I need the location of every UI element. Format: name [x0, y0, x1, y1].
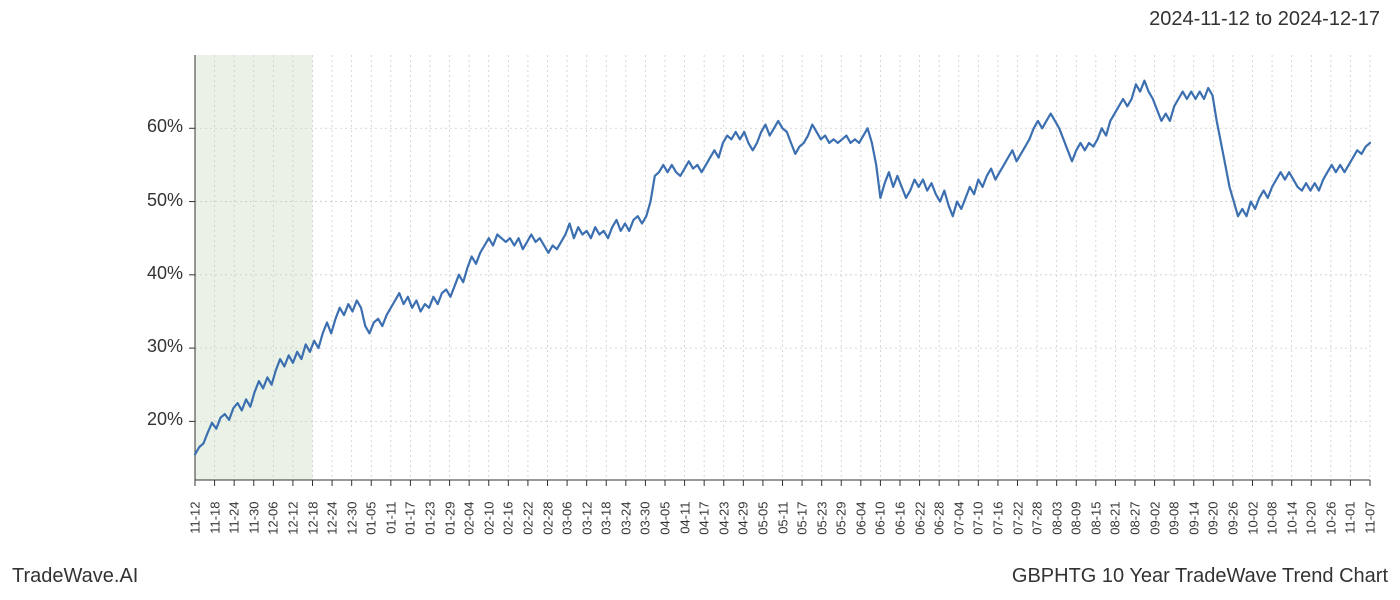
x-tick-label: 05-23: [814, 502, 829, 552]
x-tick-label: 11-07: [1363, 502, 1378, 552]
x-tick-label: 12-12: [285, 502, 300, 552]
x-tick-label: 02-04: [462, 502, 477, 552]
y-tick-label: 40%: [135, 263, 183, 284]
x-tick-label: 02-22: [520, 502, 535, 552]
x-tick-label: 12-30: [344, 502, 359, 552]
x-tick-label: 07-04: [951, 502, 966, 552]
x-tick-label: 06-10: [873, 502, 888, 552]
x-tick-label: 01-17: [403, 502, 418, 552]
x-tick-label: 04-23: [716, 502, 731, 552]
x-tick-label: 12-24: [325, 502, 340, 552]
x-tick-label: 09-08: [1167, 502, 1182, 552]
x-tick-label: 11-24: [227, 502, 242, 552]
x-tick-label: 05-11: [775, 502, 790, 552]
y-tick-label: 50%: [135, 190, 183, 211]
x-tick-label: 03-30: [638, 502, 653, 552]
x-tick-label: 09-14: [1186, 502, 1201, 552]
x-tick-label: 06-22: [912, 502, 927, 552]
x-tick-label: 10-02: [1245, 502, 1260, 552]
x-tick-label: 05-05: [755, 502, 770, 552]
x-tick-label: 04-05: [658, 502, 673, 552]
y-tick-label: 60%: [135, 116, 183, 137]
x-tick-label: 12-18: [305, 502, 320, 552]
x-tick-label: 10-26: [1323, 502, 1338, 552]
x-tick-label: 08-15: [1088, 502, 1103, 552]
x-tick-label: 11-01: [1343, 502, 1358, 552]
x-tick-label: 06-28: [932, 502, 947, 552]
x-tick-label: 05-29: [834, 502, 849, 552]
x-tick-label: 08-27: [1128, 502, 1143, 552]
x-tick-label: 11-30: [246, 502, 261, 552]
x-tick-label: 07-28: [1030, 502, 1045, 552]
x-tick-label: 05-17: [795, 502, 810, 552]
x-tick-label: 12-06: [266, 502, 281, 552]
x-tick-label: 07-10: [971, 502, 986, 552]
x-tick-label: 08-21: [1108, 502, 1123, 552]
x-tick-label: 01-05: [364, 502, 379, 552]
x-tick-label: 06-04: [853, 502, 868, 552]
x-tick-label: 06-16: [893, 502, 908, 552]
x-tick-label: 07-16: [990, 502, 1005, 552]
y-tick-label: 30%: [135, 336, 183, 357]
x-tick-label: 03-24: [618, 502, 633, 552]
x-tick-label: 01-11: [383, 502, 398, 552]
x-tick-label: 04-29: [736, 502, 751, 552]
x-tick-label: 03-18: [599, 502, 614, 552]
x-tick-label: 02-16: [501, 502, 516, 552]
x-tick-label: 01-23: [423, 502, 438, 552]
x-tick-label: 02-28: [540, 502, 555, 552]
x-tick-label: 04-17: [697, 502, 712, 552]
x-tick-label: 03-06: [560, 502, 575, 552]
x-tick-label: 03-12: [579, 502, 594, 552]
x-tick-label: 08-09: [1069, 502, 1084, 552]
x-tick-label: 01-29: [442, 502, 457, 552]
x-tick-label: 09-20: [1206, 502, 1221, 552]
x-tick-label: 10-20: [1304, 502, 1319, 552]
x-tick-label: 04-11: [677, 502, 692, 552]
y-tick-label: 20%: [135, 409, 183, 430]
x-tick-label: 07-22: [1010, 502, 1025, 552]
x-tick-label: 11-12: [188, 502, 203, 552]
x-tick-label: 09-26: [1225, 502, 1240, 552]
x-tick-label: 02-10: [481, 502, 496, 552]
chart-container: 2024-11-12 to 2024-12-17 TradeWave.AI GB…: [0, 0, 1400, 600]
x-tick-label: 10-08: [1265, 502, 1280, 552]
x-tick-label: 11-18: [207, 502, 222, 552]
x-tick-label: 08-03: [1049, 502, 1064, 552]
x-tick-label: 10-14: [1284, 502, 1299, 552]
x-tick-label: 09-02: [1147, 502, 1162, 552]
